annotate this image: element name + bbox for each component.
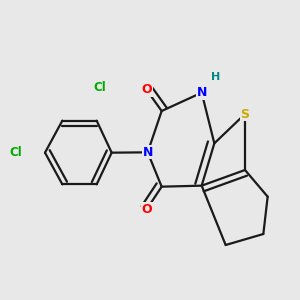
Text: O: O [141, 83, 152, 97]
Text: H: H [211, 72, 220, 82]
Text: S: S [241, 107, 250, 121]
Text: Cl: Cl [9, 146, 22, 159]
Text: N: N [142, 146, 153, 159]
Text: Cl: Cl [93, 81, 106, 94]
Text: N: N [196, 86, 207, 99]
Text: O: O [141, 203, 152, 216]
